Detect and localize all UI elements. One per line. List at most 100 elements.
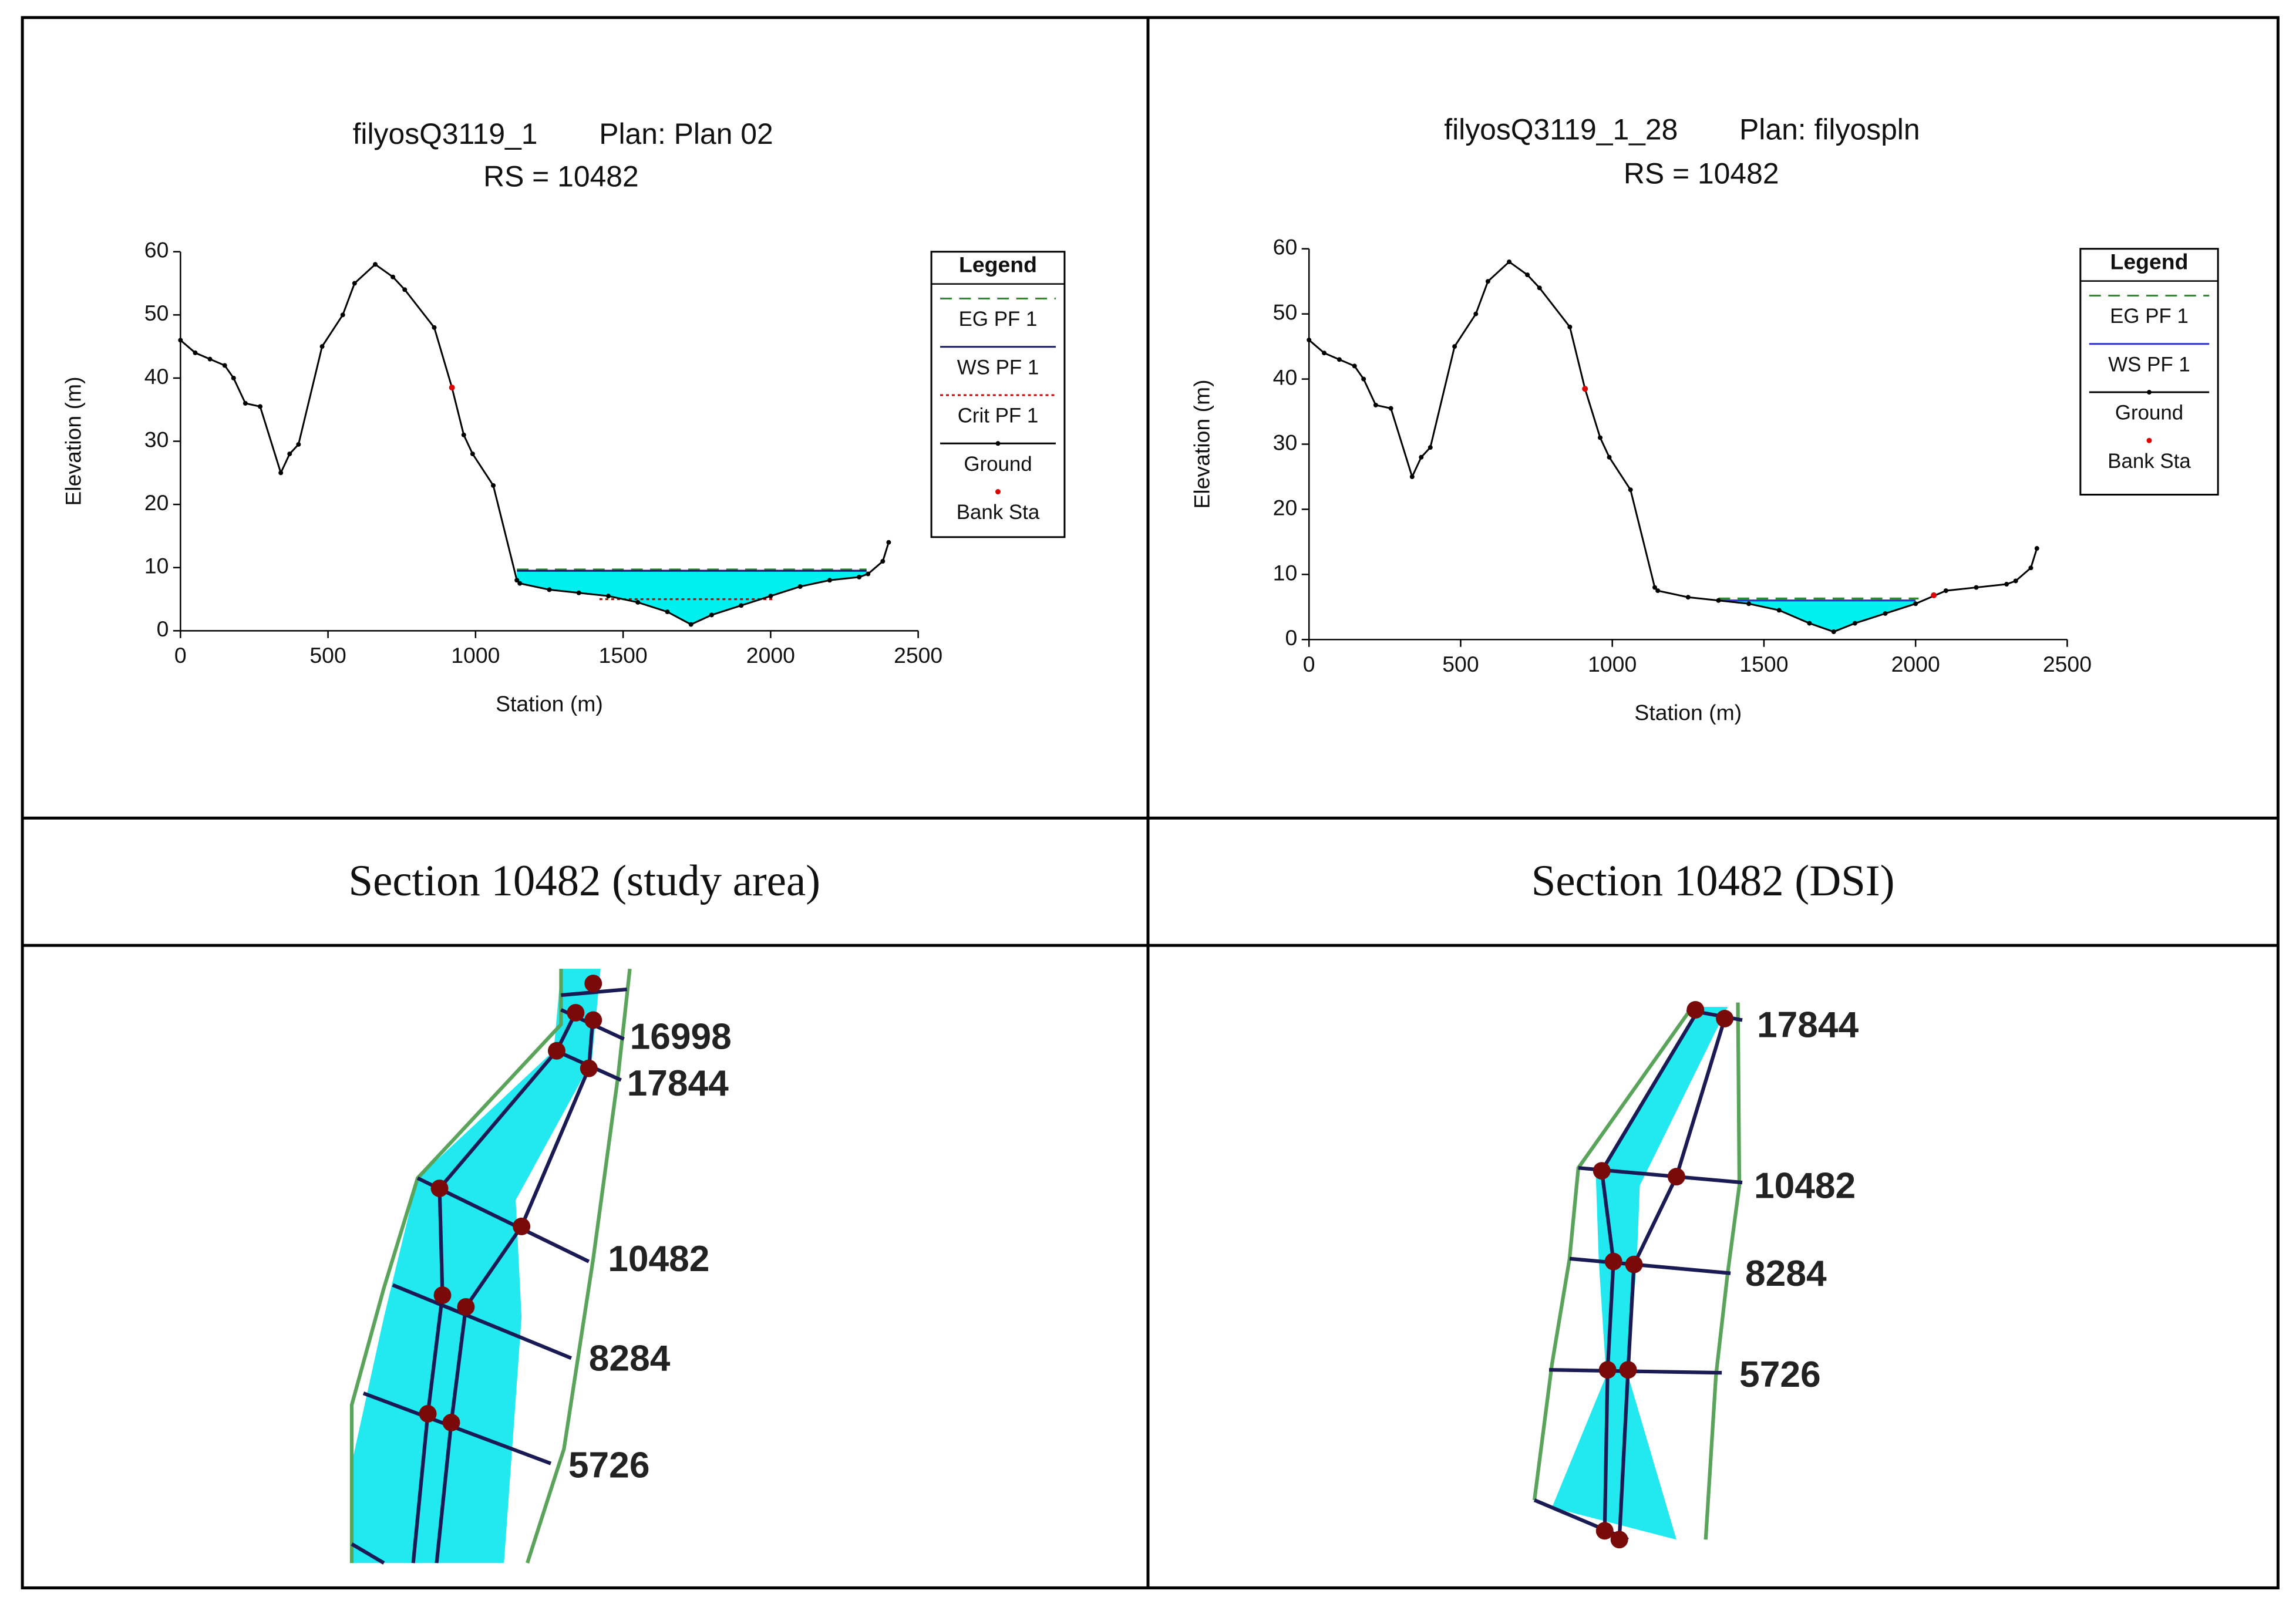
ground-point [1322, 351, 1327, 356]
ground-point [1452, 344, 1457, 349]
ground-point [1352, 363, 1357, 369]
x-tick-label: 2500 [2043, 652, 2092, 676]
ground-point [1655, 588, 1661, 594]
ground-point [1307, 338, 1312, 343]
y-tick-label: 40 [1273, 365, 1298, 389]
ground-point [1361, 376, 1366, 382]
node [1667, 1168, 1685, 1186]
ground-point [1913, 601, 1918, 606]
ground-point [665, 609, 670, 615]
nodes [419, 975, 602, 1431]
ground-line [180, 263, 890, 626]
ground-point [857, 574, 862, 579]
section-label: 17844 [627, 1063, 729, 1104]
ground-point [886, 540, 891, 545]
node [513, 1217, 531, 1235]
water-fill [1718, 600, 1916, 632]
map-left [349, 968, 632, 1565]
legend-swatch [995, 489, 1001, 495]
y-tick-label: 50 [144, 301, 169, 325]
bank-station [1931, 592, 1937, 598]
ground-point [1652, 585, 1657, 590]
ground-point [1852, 621, 1857, 626]
node [1625, 1255, 1643, 1273]
legend-box [2079, 248, 2219, 496]
ground-point [2013, 578, 2018, 584]
legend-title: Legend [2110, 250, 2189, 274]
ground-point [1776, 608, 1782, 613]
ground-line [1308, 261, 2038, 633]
legend-label: EG PF 1 [2110, 305, 2189, 328]
ground-point [688, 622, 693, 627]
section-label: 5726 [1739, 1354, 1821, 1395]
ground-point [470, 451, 475, 457]
legend-label: Bank Sta [957, 501, 1040, 524]
ground-point [193, 350, 198, 355]
node [457, 1298, 475, 1316]
map-right [1532, 1001, 1743, 1549]
ground-point [1607, 454, 1612, 460]
y-tick-label: 0 [157, 616, 169, 641]
node [433, 1286, 452, 1304]
ground-point [1473, 311, 1479, 316]
chart-title: filyosQ3119_1_28 [1444, 113, 1678, 146]
y-tick-label: 60 [1273, 235, 1298, 260]
ground-point [287, 451, 292, 457]
node [1610, 1531, 1628, 1549]
ground-point [1628, 487, 1633, 493]
x-tick-label: 0 [174, 643, 187, 668]
caption: Section 10482 (study area) [349, 857, 821, 905]
chart-subtitle: RS = 10482 [1624, 157, 1779, 190]
ground-point [231, 375, 236, 380]
ground-point [340, 312, 345, 318]
node [1716, 1009, 1734, 1027]
nodes [1593, 1001, 1734, 1549]
ground-point [352, 281, 357, 286]
ground-point [1409, 474, 1415, 479]
ground-point [461, 432, 466, 437]
section-label: 8284 [589, 1339, 671, 1379]
bank-line [349, 969, 563, 1563]
ground-point [222, 363, 227, 368]
chart-subtitle: RS = 10482 [483, 160, 639, 193]
ground-point [278, 470, 284, 476]
ground-point [258, 404, 262, 409]
ground-point [1883, 611, 1888, 616]
y-tick-label: 30 [1273, 430, 1298, 454]
channel-line [411, 1188, 445, 1563]
chart-plan: Plan: filyospln [1739, 113, 1920, 146]
ground-point [635, 599, 641, 605]
node [442, 1413, 460, 1431]
node [547, 1042, 565, 1060]
ground-point [1746, 601, 1752, 606]
ground-point [1388, 406, 1393, 411]
chart: filyosQ3119_1_28 Plan: filyospln RS = 1048… [1190, 113, 2219, 725]
table-border [21, 16, 2280, 1590]
section-line [392, 1283, 573, 1360]
ground-point [2004, 582, 2009, 587]
legend-label: Ground [2115, 402, 2183, 424]
ground-point [319, 344, 325, 349]
node [580, 1059, 598, 1077]
ground-point [1807, 621, 1812, 626]
y-axis-label: Elevation (m) [1190, 379, 1214, 508]
x-tick-label: 1000 [451, 643, 500, 668]
caption: Section 10482 (DSI) [1531, 857, 1895, 905]
section-label: 5726 [568, 1445, 650, 1486]
legend-title: Legend [959, 252, 1037, 277]
ground-point [296, 442, 301, 447]
node [430, 1180, 449, 1198]
ground-point [768, 594, 773, 599]
ground-point [2034, 546, 2039, 551]
ground-point [1485, 279, 1490, 284]
ground-point [432, 325, 437, 330]
ground-point [207, 356, 213, 362]
ground-point [178, 338, 183, 343]
ground-point [373, 262, 378, 267]
ground-point [739, 603, 744, 608]
node [1604, 1252, 1622, 1271]
y-tick-label: 50 [1273, 300, 1298, 325]
x-tick-label: 2000 [1891, 652, 1940, 676]
legend-label: Bank Sta [2108, 450, 2191, 473]
